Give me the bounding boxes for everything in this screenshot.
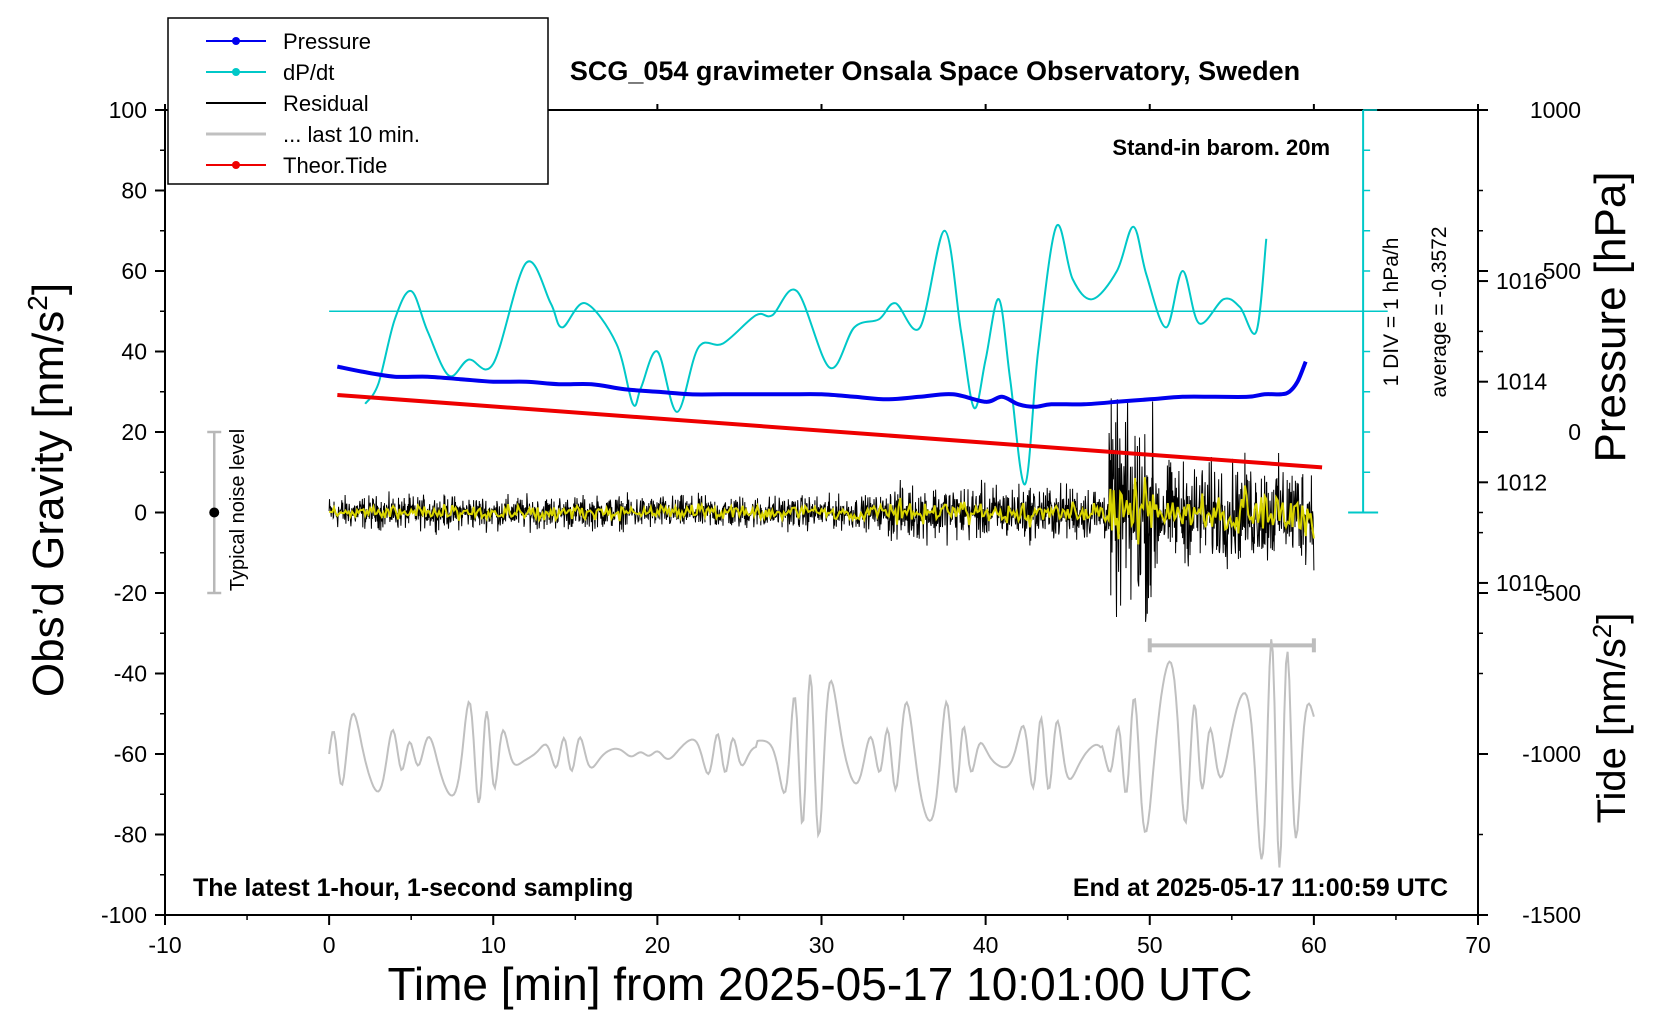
tide-tick-label: -1000 [1522, 741, 1581, 767]
x-tick-label: 0 [323, 932, 336, 958]
x-axis-label: Time [min] from 2025-05-17 10:01:00 UTC [388, 958, 1253, 1010]
tide-tick-label: 1000 [1530, 97, 1581, 123]
y-tick-label: 40 [121, 339, 147, 365]
y-axis-label-gravity-sup: 2 [22, 295, 53, 311]
pressure-tick-label: 1010 [1496, 570, 1547, 596]
y-tick-label: -100 [101, 902, 147, 928]
y-axis-label-tide-tail: ] [1590, 613, 1634, 624]
y-axis-label-gravity: Obs’d Gravity [nm/s2] [22, 283, 73, 697]
x-tick-label: 30 [809, 932, 835, 958]
pressure-tick-label: 1016 [1496, 268, 1547, 294]
tide-tick-label: -1500 [1522, 902, 1581, 928]
legend-marker [232, 161, 240, 169]
average-annotation: average = -0.3572 [1428, 226, 1451, 397]
y-tick-label: 20 [121, 419, 147, 445]
pressure-tick-label: 1014 [1496, 369, 1547, 395]
chart-title: SCG_054 gravimeter Onsala Space Observat… [570, 56, 1300, 86]
y-tick-label: -20 [114, 580, 147, 606]
legend-label: dP/dt [283, 60, 334, 85]
y-axis-label-gravity-main: Obs’d Gravity [nm/s [24, 311, 73, 697]
last-10-min-line [328, 639, 1315, 868]
y-tick-label: 100 [109, 97, 147, 123]
y-axis-label-pressure: Pressure [hPa] [1586, 171, 1635, 462]
y-tick-label: -80 [114, 822, 147, 848]
y-tick-label: 80 [121, 178, 147, 204]
x-tick-label: 50 [1137, 932, 1163, 958]
y-axis-label-tide: Tide [nm/s2] [1587, 613, 1634, 824]
y-tick-label: -40 [114, 661, 147, 687]
tide-tick-label: 500 [1543, 258, 1581, 284]
y-axis-label-tide-main: Tide [nm/s [1590, 638, 1634, 823]
tide-tick-label: 0 [1568, 419, 1581, 445]
legend-box [167, 17, 549, 185]
legend-label: ... last 10 min. [283, 122, 420, 147]
pressure-tick-label: 1012 [1496, 469, 1547, 495]
tide-tick-label: -500 [1535, 580, 1581, 606]
x-tick-label: -10 [148, 932, 181, 958]
x-tick-label: 40 [973, 932, 999, 958]
barometer-annotation: Stand-in barom. 20m [1112, 135, 1330, 160]
y-axis-label-tide-sup: 2 [1587, 624, 1617, 638]
x-tick-label: 20 [645, 932, 671, 958]
pressure-line [336, 360, 1308, 409]
x-tick-label: 60 [1301, 932, 1327, 958]
x-tick-label: 70 [1465, 932, 1491, 958]
legend-label: Residual [283, 91, 369, 116]
y-axis-label-gravity-tail: ] [24, 283, 73, 295]
y-tick-label: 60 [121, 258, 147, 284]
sampling-annotation: The latest 1-hour, 1-second sampling [193, 874, 633, 902]
end-time-annotation: End at 2025-05-17 11:00:59 UTC [1073, 874, 1448, 902]
div-annotation: 1 DIV = 1 hPa/h [1380, 238, 1403, 387]
theor-tide-line [337, 392, 1323, 470]
x-tick-label: 10 [480, 932, 506, 958]
y-tick-label: -60 [114, 741, 147, 767]
legend-label: Pressure [283, 29, 371, 54]
noise-annotation: Typical noise level [227, 429, 249, 591]
legend: Pressure dP/dt Residual ... last 10 min. The… [167, 17, 549, 185]
legend-label: Theor.Tide [283, 153, 387, 178]
noise-level-dot [209, 507, 220, 518]
dpdt-line [364, 223, 1268, 486]
residual-smoothed-line [328, 477, 1315, 545]
axes: -10 0 10 20 30 40 50 60 70-100-80-60-40-20020406… [101, 97, 1581, 958]
y-tick-label: 0 [134, 500, 147, 526]
legend-marker [232, 37, 240, 45]
plot-area [207, 109, 1388, 868]
legend-marker [232, 68, 240, 76]
